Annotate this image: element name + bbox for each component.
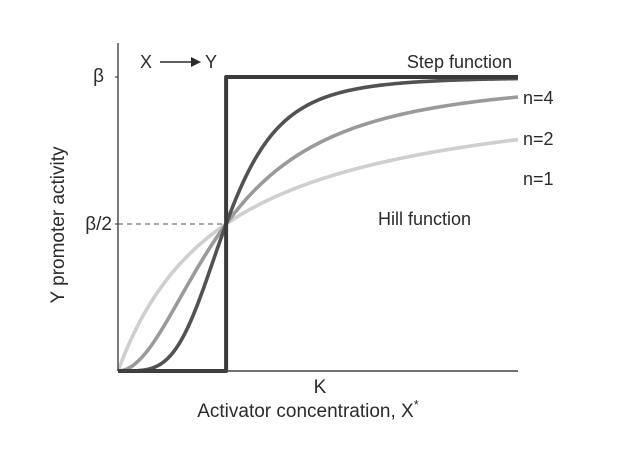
x-axis-title: Activator concentration, X* — [197, 397, 419, 422]
series-label-n1: n=1 — [523, 169, 554, 189]
x-axis-title-superscript: * — [414, 397, 419, 412]
hill-function-annotation: Hill function — [378, 209, 471, 229]
y-tick-label-half-beta: β/2 — [85, 214, 112, 235]
x-tick-label-k: K — [314, 377, 327, 398]
series-n-4 — [118, 76, 519, 373]
inset-x-label: X — [140, 52, 152, 72]
y-tick-label-beta: β — [93, 66, 104, 87]
inset-arrow-head-icon — [191, 57, 201, 67]
series-label-n2: n=2 — [523, 129, 554, 149]
inset-y-label: Y — [205, 52, 217, 72]
series-n-1 — [116, 137, 519, 372]
axis-layer — [115, 43, 518, 372]
y-axis-title: Y promoter activity — [48, 146, 69, 303]
inset-x-to-y-label: X Y — [140, 52, 217, 72]
series-label-step-function: Step function — [407, 52, 512, 72]
series-label-n4: n=4 — [523, 88, 554, 108]
series-n-2 — [117, 95, 519, 373]
x-axis-title-main: Activator concentration, X — [197, 401, 414, 422]
